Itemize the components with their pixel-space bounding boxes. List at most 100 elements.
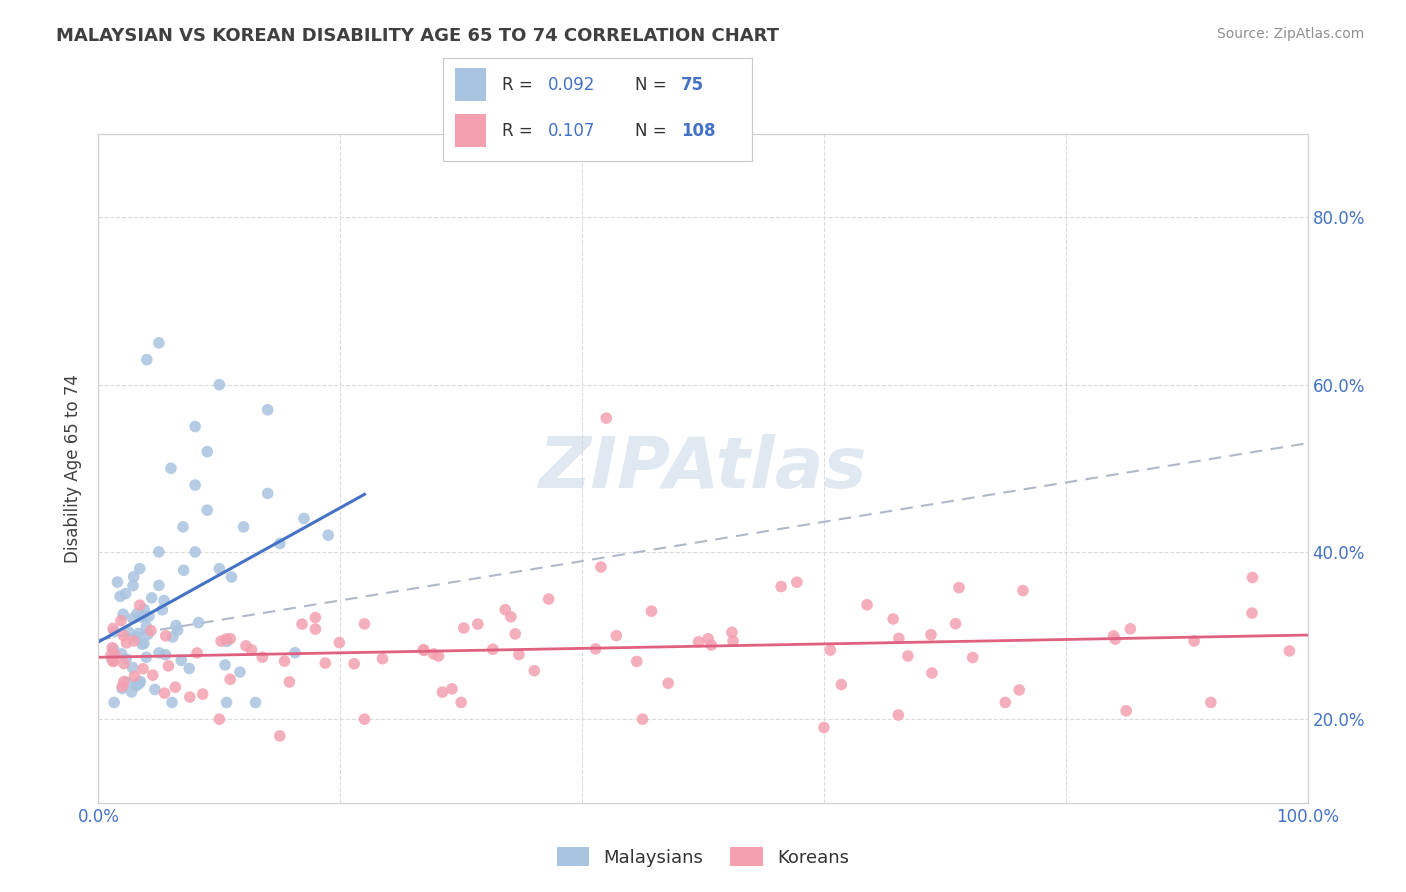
Point xyxy=(132,662,155,676)
Point xyxy=(131,637,153,651)
Point xyxy=(184,478,207,492)
Point xyxy=(122,570,145,584)
Point xyxy=(125,631,148,645)
Point xyxy=(467,617,489,632)
Point xyxy=(589,560,612,574)
Point xyxy=(1115,704,1137,718)
Point xyxy=(143,682,166,697)
Point xyxy=(153,686,176,700)
Point xyxy=(605,629,627,643)
Point xyxy=(184,545,207,559)
Point xyxy=(187,615,209,630)
Point xyxy=(121,685,143,699)
Legend: Malaysians, Koreans: Malaysians, Koreans xyxy=(550,840,856,874)
Point xyxy=(830,677,852,691)
Point xyxy=(304,610,326,624)
Point xyxy=(994,696,1017,710)
Point xyxy=(921,666,943,681)
Point xyxy=(273,654,295,668)
Point xyxy=(101,622,124,636)
Point xyxy=(292,511,315,525)
Point xyxy=(103,695,125,709)
Point xyxy=(115,652,138,666)
Point xyxy=(115,675,138,690)
Point xyxy=(157,659,180,673)
Point xyxy=(148,578,170,592)
Point xyxy=(440,681,463,696)
Point xyxy=(328,635,350,649)
Point xyxy=(856,598,879,612)
Point xyxy=(160,461,183,475)
Point xyxy=(148,646,170,660)
Point xyxy=(127,677,149,691)
Point xyxy=(256,402,278,417)
Point xyxy=(209,634,232,648)
Point xyxy=(252,650,274,665)
Point xyxy=(499,609,522,624)
Point xyxy=(343,657,366,671)
Point xyxy=(172,520,194,534)
Text: MALAYSIAN VS KOREAN DISABILITY AGE 65 TO 74 CORRELATION CHART: MALAYSIAN VS KOREAN DISABILITY AGE 65 TO… xyxy=(56,27,779,45)
Point xyxy=(139,624,162,638)
Text: N =: N = xyxy=(634,76,672,94)
Bar xyxy=(456,114,486,147)
Point xyxy=(314,656,336,670)
Point xyxy=(142,668,165,682)
Point xyxy=(269,536,291,550)
Point xyxy=(1241,570,1264,584)
Text: 75: 75 xyxy=(681,76,704,94)
Point xyxy=(112,674,135,689)
Point xyxy=(920,628,942,642)
Point xyxy=(135,619,157,633)
Point xyxy=(585,641,607,656)
Point xyxy=(412,642,434,657)
Point xyxy=(173,563,195,577)
Point xyxy=(135,352,157,367)
Point xyxy=(219,632,242,646)
Text: ZIPAtlas: ZIPAtlas xyxy=(538,434,868,503)
Point xyxy=(114,586,136,600)
Point xyxy=(111,681,134,696)
Point xyxy=(453,621,475,635)
Point xyxy=(353,712,375,726)
Point xyxy=(195,444,218,458)
Point xyxy=(135,650,157,665)
Point xyxy=(1278,644,1301,658)
Point xyxy=(121,660,143,674)
Point xyxy=(191,687,214,701)
Point xyxy=(700,638,723,652)
Point xyxy=(110,647,132,661)
Point xyxy=(153,593,176,607)
Point xyxy=(115,636,138,650)
Point xyxy=(221,570,243,584)
Point xyxy=(422,647,444,661)
Point xyxy=(162,630,184,644)
Point xyxy=(820,643,842,657)
Point xyxy=(108,589,131,603)
Point xyxy=(132,609,155,624)
Point xyxy=(245,696,267,710)
Point xyxy=(770,580,793,594)
Point xyxy=(1012,583,1035,598)
Point xyxy=(626,655,648,669)
Point xyxy=(688,635,710,649)
Point xyxy=(160,696,183,710)
Point xyxy=(887,632,910,646)
Point xyxy=(1008,683,1031,698)
Point xyxy=(640,604,662,618)
Point xyxy=(316,528,339,542)
Point xyxy=(170,653,193,667)
Point xyxy=(887,708,910,723)
Point xyxy=(219,673,242,687)
Text: N =: N = xyxy=(634,122,672,140)
Point xyxy=(124,669,146,683)
Point xyxy=(184,419,207,434)
Point xyxy=(100,648,122,662)
Point xyxy=(1182,634,1205,648)
Point xyxy=(148,545,170,559)
Text: R =: R = xyxy=(502,76,537,94)
Point xyxy=(256,486,278,500)
Point xyxy=(186,646,208,660)
Point xyxy=(101,654,124,668)
Point xyxy=(1119,622,1142,636)
